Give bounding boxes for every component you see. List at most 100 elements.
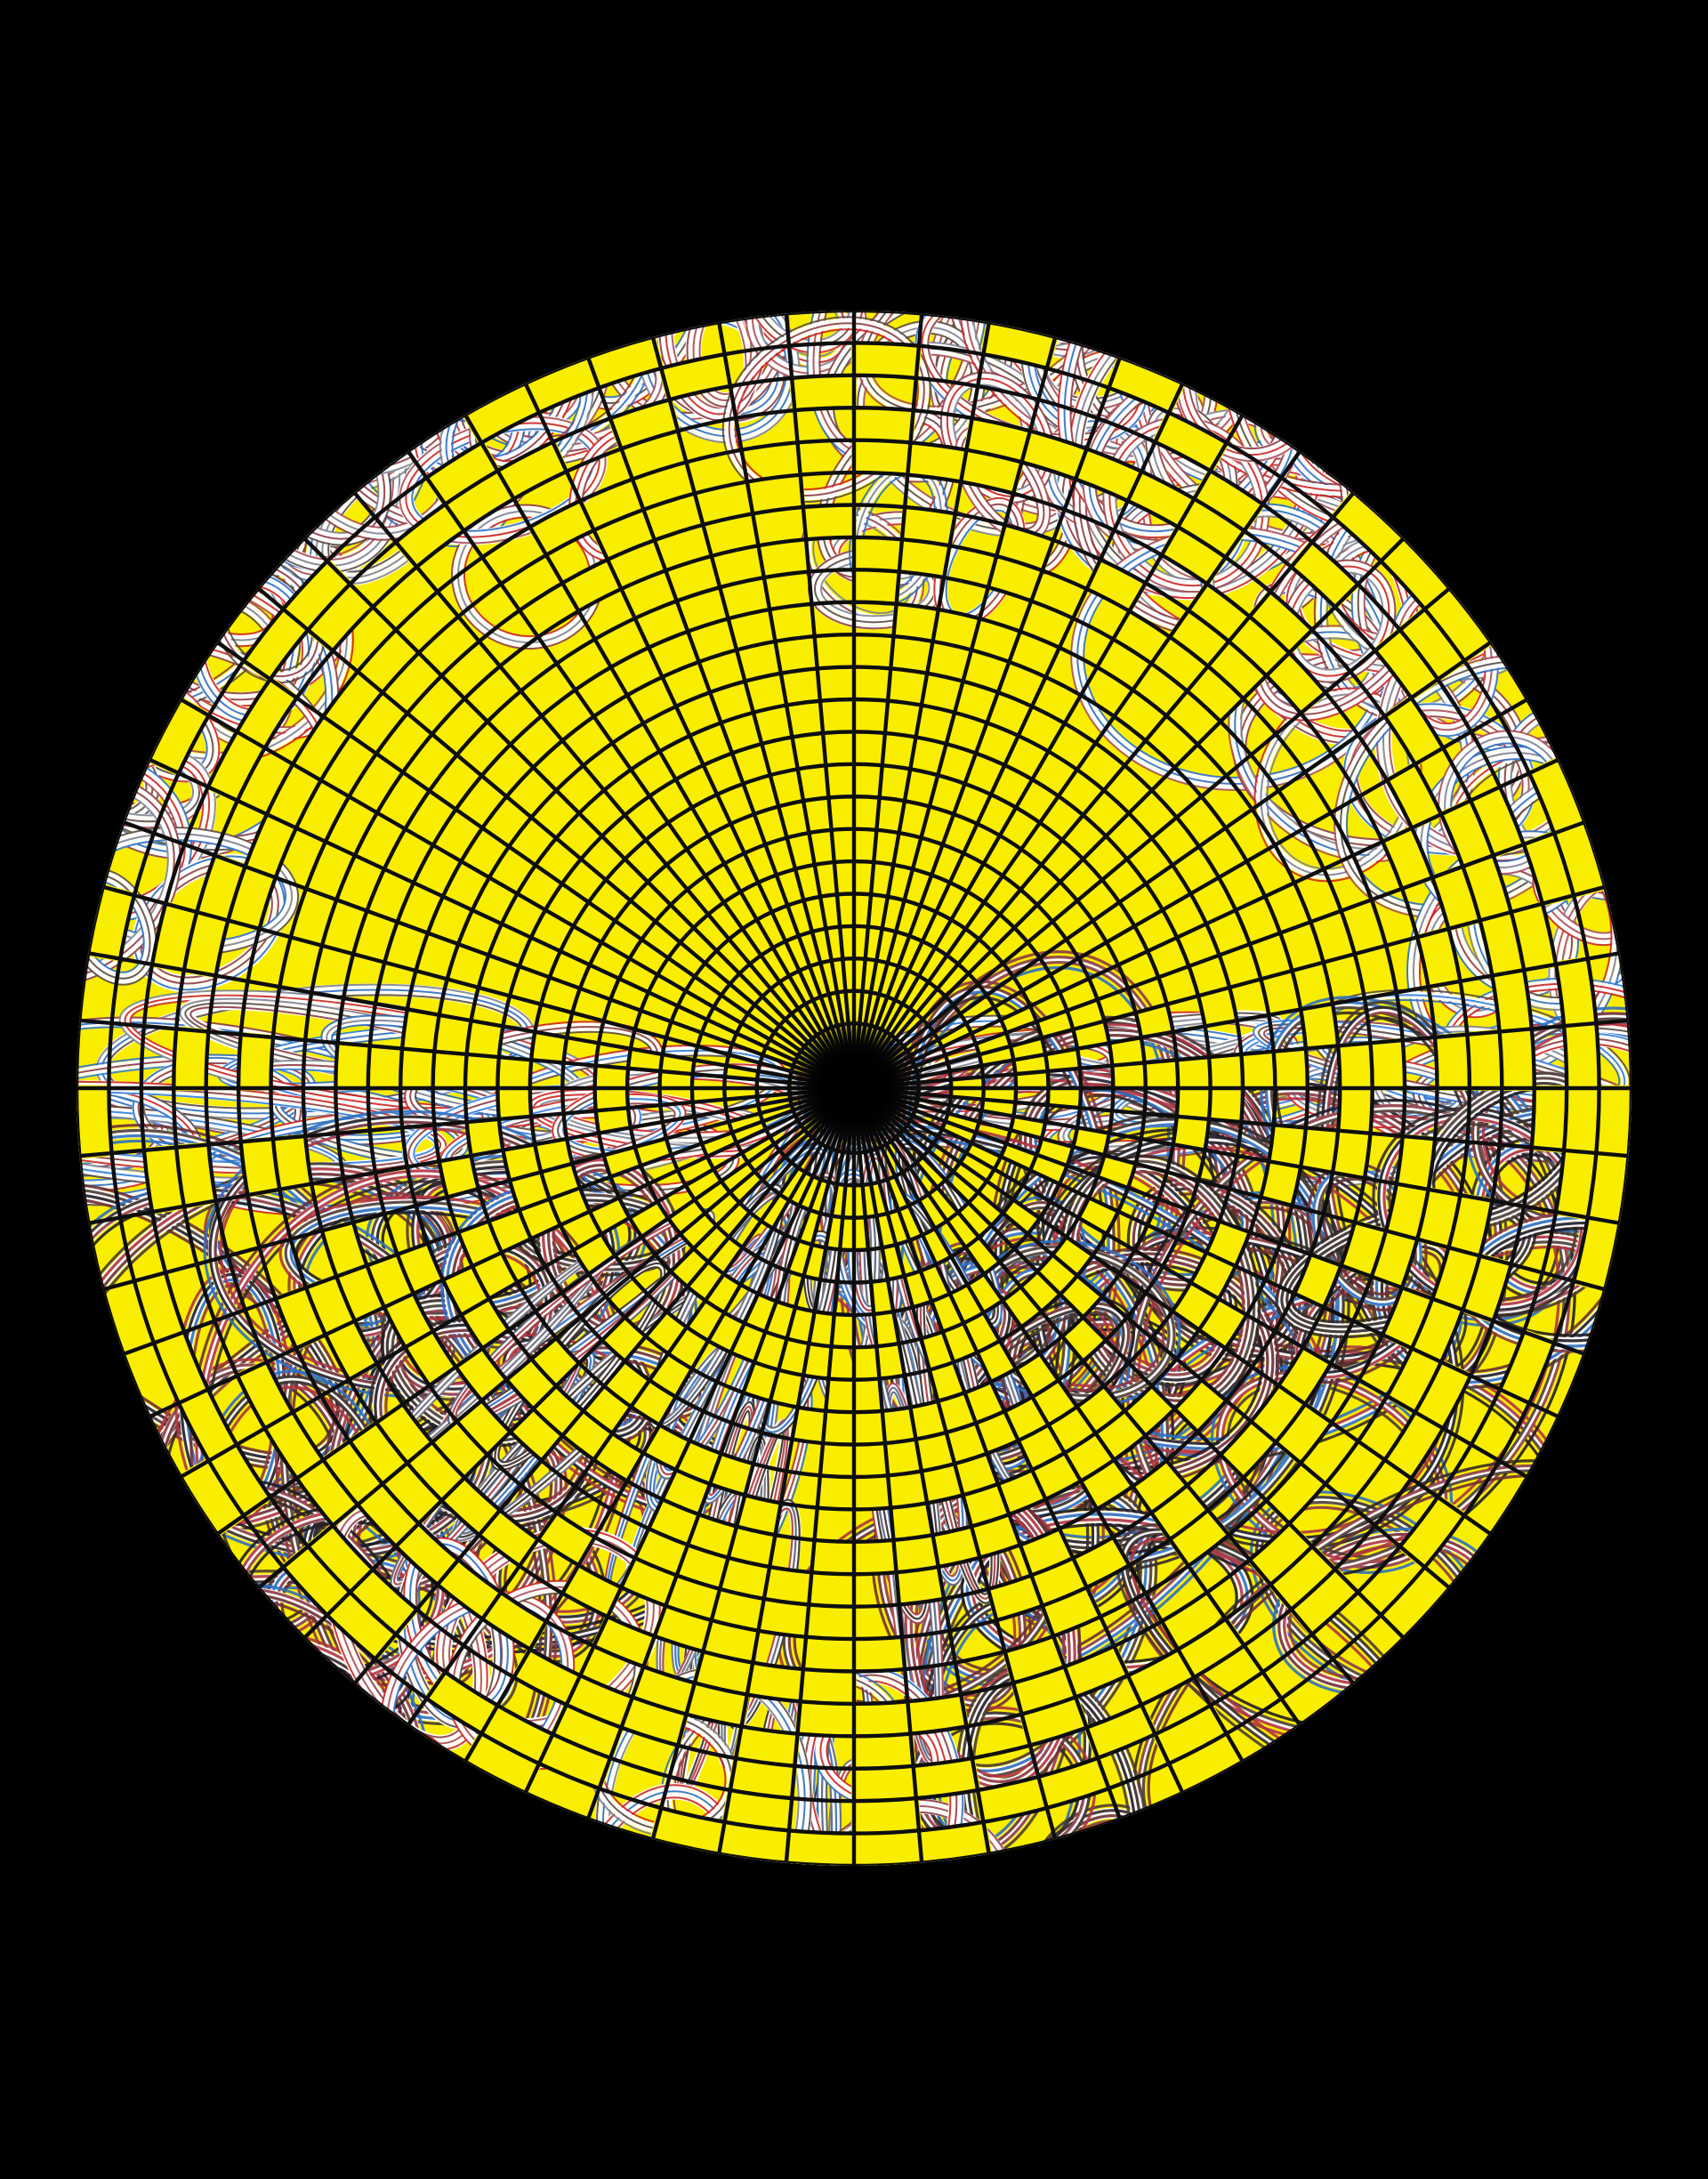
yellow-cell	[318, 731, 380, 800]
yellow-cell	[1561, 1085, 1601, 1157]
yellow-cell	[850, 406, 916, 445]
yellow-cell	[431, 1049, 469, 1090]
yellow-cell	[1409, 1295, 1466, 1366]
yellow-cell	[889, 1500, 935, 1543]
yellow-cell	[479, 1589, 550, 1652]
yellow-cell	[852, 1473, 893, 1512]
yellow-cell	[1206, 1053, 1245, 1090]
yellow-cell	[527, 497, 597, 558]
yellow-cell	[794, 1699, 857, 1739]
yellow-cell	[1035, 1755, 1113, 1811]
grid-ring	[334, 568, 1374, 1609]
yellow-cell	[262, 1408, 326, 1482]
yellow-cell	[744, 472, 806, 516]
yellow-cell	[1438, 797, 1496, 870]
yellow-cell	[914, 1430, 957, 1473]
yellow-cell	[717, 1555, 772, 1602]
grid-ring	[657, 892, 1051, 1285]
yellow-cell	[973, 1031, 1012, 1056]
yellow-cell	[964, 1142, 1003, 1171]
yellow-cell	[324, 1588, 399, 1663]
grid-ring	[139, 373, 1569, 1804]
yellow-cell	[1084, 557, 1148, 614]
yellow-cell	[951, 1160, 989, 1194]
grid-ring	[624, 859, 1084, 1318]
yellow-cell	[1263, 1460, 1329, 1527]
yellow-cell	[1263, 650, 1329, 716]
yellow-cell	[146, 696, 212, 777]
yellow-cell	[886, 1469, 930, 1510]
yellow-cell	[290, 713, 353, 784]
yellow-cell	[790, 1405, 827, 1446]
yellow-cell	[732, 1723, 801, 1769]
yellow-cell	[1382, 694, 1446, 768]
yellow-cell	[1105, 354, 1187, 416]
yellow-cell	[279, 558, 354, 634]
yellow-cell	[759, 1192, 791, 1231]
yellow-cell	[320, 1438, 386, 1508]
yellow-cell	[931, 1524, 982, 1570]
yellow-cell	[1124, 1646, 1197, 1708]
yellow-cell	[1072, 446, 1145, 504]
center-hole	[827, 1061, 881, 1115]
yellow-cell	[1561, 1020, 1601, 1092]
yellow-cell	[851, 1537, 898, 1577]
yellow-cell	[584, 334, 665, 391]
yellow-cell	[432, 1013, 473, 1056]
yellow-cell	[392, 1520, 462, 1588]
yellow-cell	[714, 1200, 752, 1239]
yellow-cell	[761, 1564, 814, 1607]
yellow-cell	[591, 1614, 657, 1669]
yellow-cell	[1377, 535, 1454, 613]
yellow-cell	[815, 1473, 856, 1512]
yellow-cell	[801, 503, 857, 542]
yellow-cell	[727, 1755, 798, 1801]
yellow-cell	[240, 605, 311, 683]
yellow-cell	[560, 1562, 624, 1619]
yellow-cell	[894, 1564, 947, 1607]
yellow-cell	[1239, 1049, 1277, 1090]
yellow-cell	[936, 1021, 974, 1049]
yellow-cell	[739, 1135, 777, 1165]
yellow-cell	[850, 1763, 920, 1804]
yellow-cell	[824, 1376, 856, 1415]
grid-ring	[495, 730, 1213, 1447]
yellow-cell	[1585, 1150, 1631, 1227]
yellow-cell	[1329, 488, 1407, 565]
yellow-cell	[592, 1086, 631, 1112]
yellow-cell	[1124, 468, 1197, 530]
yellow-cell	[1412, 1359, 1474, 1432]
yellow-cell	[808, 1177, 830, 1215]
yellow-cell	[294, 1457, 361, 1529]
yellow-cell	[563, 1673, 636, 1731]
yellow-cell	[462, 380, 543, 446]
yellow-cell	[806, 1570, 857, 1609]
yellow-cell	[1394, 1134, 1438, 1192]
yellow-cell	[1526, 755, 1588, 837]
yellow-cell	[755, 1596, 811, 1639]
grid-ring	[560, 795, 1148, 1382]
yellow-cell	[1336, 1040, 1374, 1091]
yellow-cell	[1061, 1643, 1132, 1700]
yellow-cell	[851, 1634, 907, 1674]
yellow-cell	[881, 1405, 918, 1446]
yellow-cell	[320, 668, 386, 738]
yellow-cell	[1258, 1159, 1303, 1208]
yellow-cell	[777, 1166, 807, 1203]
yellow-cell	[1174, 1055, 1213, 1090]
yellow-cell	[172, 1026, 211, 1092]
yellow-cell	[905, 440, 970, 484]
yellow-cell	[304, 1521, 376, 1596]
yellow-cell	[1185, 581, 1253, 645]
grid-ring	[463, 697, 1245, 1480]
yellow-cell	[1287, 538, 1362, 610]
grid-ring	[431, 665, 1277, 1512]
yellow-cell	[177, 1457, 247, 1538]
yellow-cell	[910, 1755, 981, 1801]
yellow-cell	[516, 580, 582, 640]
yellow-cell	[423, 1668, 502, 1737]
yellow-cell	[788, 373, 858, 413]
yellow-cell	[497, 552, 566, 614]
yellow-cell	[744, 1660, 806, 1704]
